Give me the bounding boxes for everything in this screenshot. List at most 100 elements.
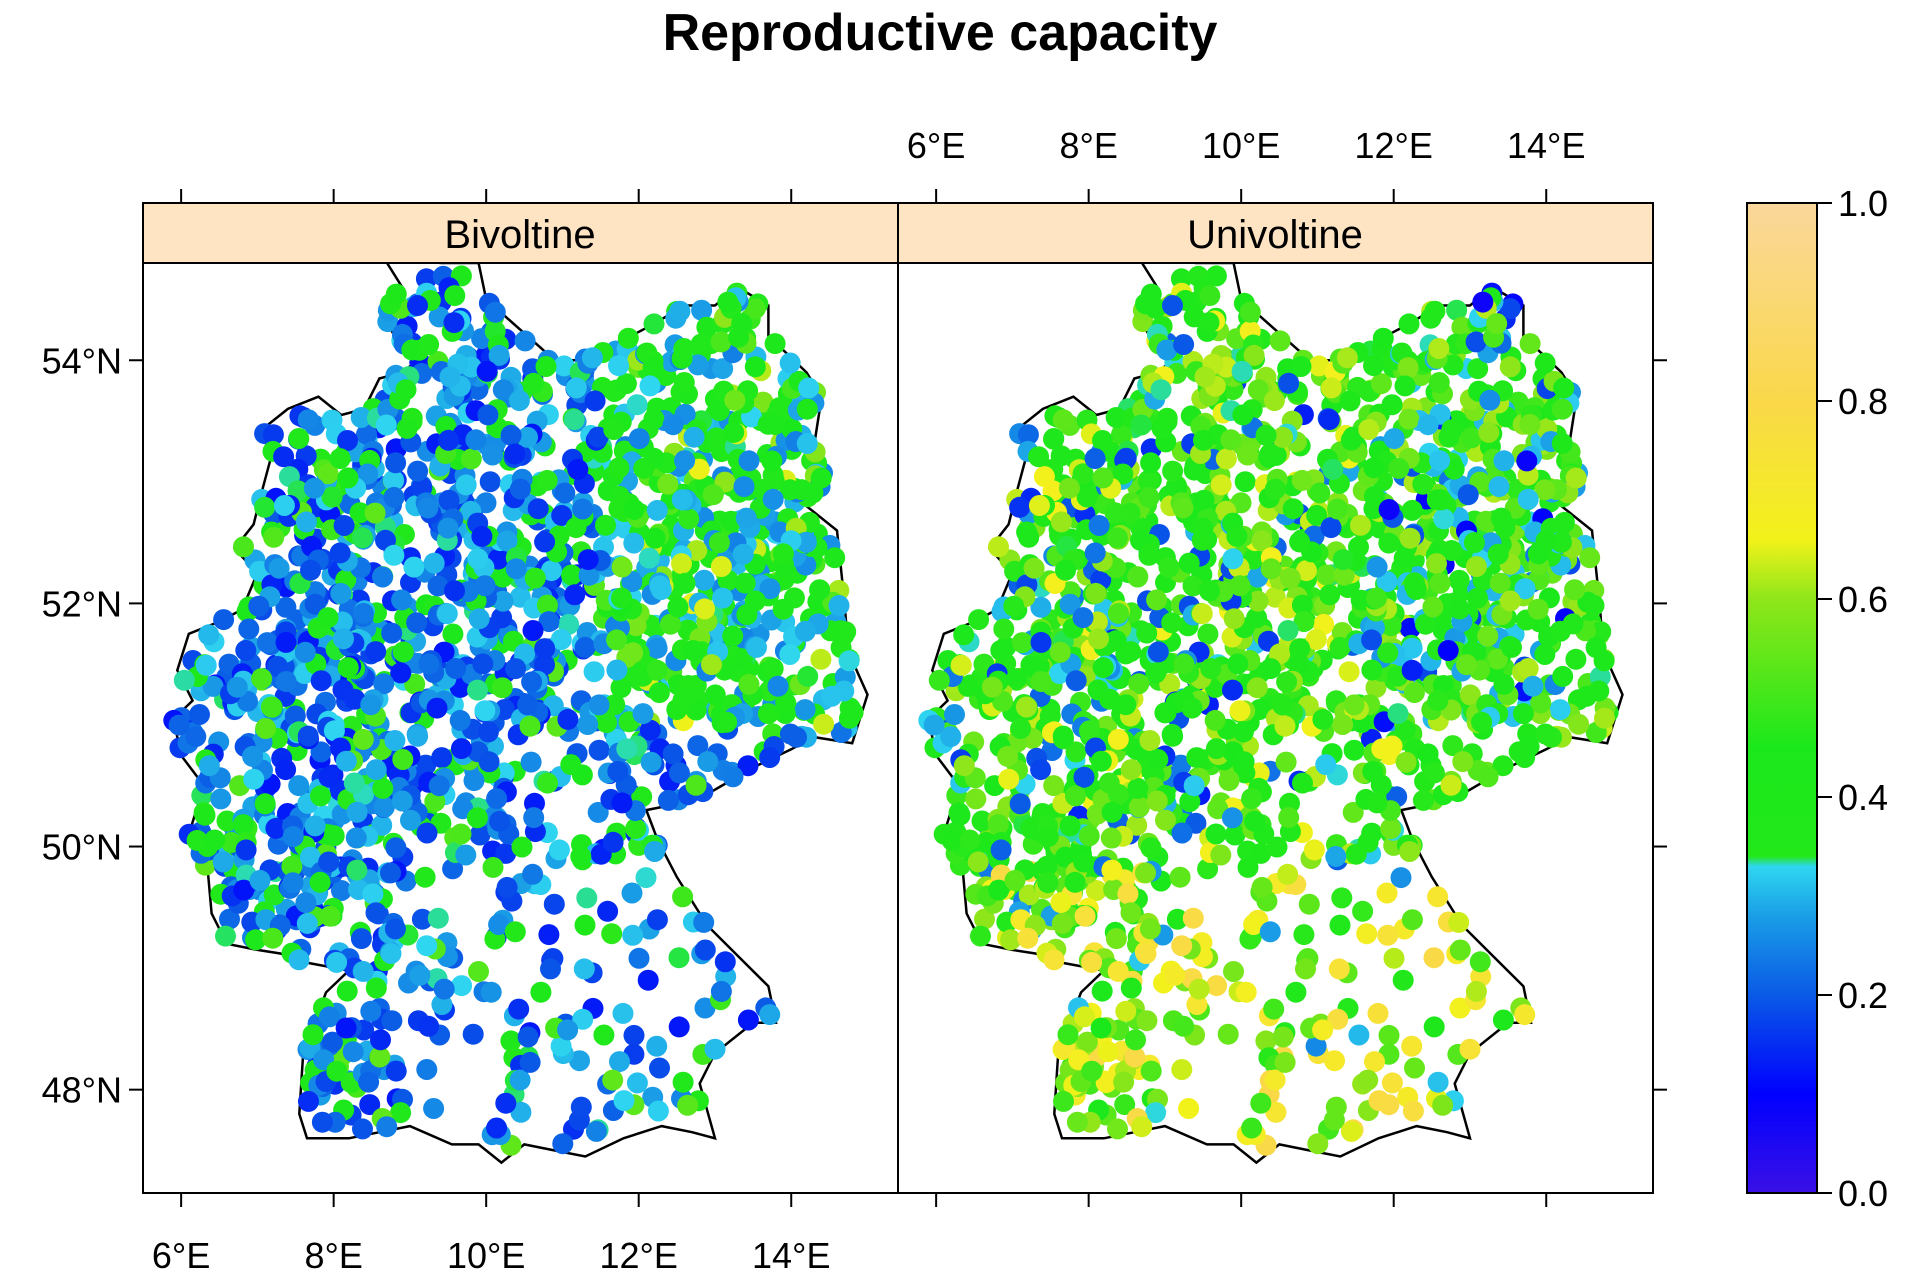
site-point	[288, 775, 310, 797]
site-point	[232, 814, 254, 836]
site-point	[1412, 473, 1434, 495]
site-point	[1183, 775, 1205, 797]
site-point	[1010, 718, 1032, 739]
site-point	[216, 810, 238, 832]
site-point	[993, 618, 1015, 640]
strip-bivoltine	[142, 202, 899, 264]
site-point	[570, 846, 592, 867]
site-point	[1011, 632, 1033, 654]
site-point	[1289, 654, 1310, 676]
site-point	[1078, 825, 1100, 847]
site-point	[1423, 762, 1445, 784]
site-point	[1277, 620, 1299, 641]
site-point	[794, 620, 816, 642]
site-point	[1073, 766, 1095, 788]
site-point	[385, 452, 407, 474]
site-point	[1363, 457, 1385, 479]
site-point	[646, 1035, 668, 1057]
site-point	[365, 641, 387, 663]
site-point	[1514, 1004, 1536, 1026]
site-point	[373, 673, 395, 695]
site-point	[534, 531, 556, 553]
site-point	[495, 1092, 517, 1114]
site-point	[1059, 815, 1081, 837]
site-point	[1223, 961, 1244, 982]
site-point	[1053, 1090, 1074, 1112]
site-point	[1006, 668, 1028, 690]
site-point	[1394, 719, 1416, 741]
site-point	[333, 628, 354, 650]
site-point	[1233, 751, 1255, 773]
site-point	[552, 1133, 574, 1155]
site-point	[465, 429, 487, 451]
site-point	[1138, 469, 1160, 491]
site-point	[716, 711, 738, 733]
site-point	[504, 443, 526, 465]
site-point	[439, 366, 461, 388]
site-point	[1278, 807, 1300, 829]
site-point	[1145, 1102, 1167, 1124]
site-point	[1162, 295, 1183, 316]
site-point	[311, 1111, 333, 1133]
site-point	[423, 1098, 445, 1119]
site-point	[1140, 452, 1162, 474]
site-point	[810, 467, 832, 489]
site-point	[1227, 653, 1249, 675]
site-point	[1534, 644, 1556, 665]
site-point	[1107, 602, 1129, 624]
site-point	[735, 507, 757, 529]
site-point	[693, 911, 715, 933]
site-point	[1338, 661, 1360, 683]
site-point	[1568, 713, 1590, 735]
site-point	[1356, 923, 1378, 945]
site-point	[1427, 1071, 1449, 1093]
site-point	[1125, 1029, 1146, 1051]
site-point	[249, 869, 271, 891]
site-point	[1173, 653, 1195, 675]
site-point	[251, 668, 273, 690]
site-point	[1259, 443, 1281, 465]
site-point	[1140, 283, 1162, 305]
site-point	[256, 632, 278, 654]
site-point	[1342, 801, 1364, 823]
site-point	[538, 611, 560, 633]
site-point	[1037, 826, 1059, 848]
site-point	[639, 719, 661, 741]
site-point	[385, 1060, 407, 1082]
site-point	[998, 768, 1020, 790]
site-point	[779, 644, 801, 665]
site-point	[1119, 502, 1141, 524]
site-point	[1378, 532, 1400, 554]
site-point	[1576, 685, 1598, 707]
colorbar-tick-label: 0.0	[1838, 1173, 1888, 1214]
site-point	[1394, 375, 1416, 397]
site-point	[1162, 725, 1184, 747]
site-point	[1105, 928, 1127, 950]
site-point	[794, 699, 816, 721]
site-point	[1479, 389, 1501, 411]
site-point	[491, 677, 513, 699]
site-point	[1363, 355, 1384, 377]
site-point	[1429, 450, 1451, 472]
site-point	[1140, 837, 1162, 859]
site-point	[623, 1024, 645, 1046]
site-point	[443, 312, 465, 334]
site-point	[1135, 862, 1156, 884]
site-point	[1224, 824, 1246, 846]
site-point	[644, 527, 666, 549]
site-point	[583, 661, 605, 683]
site-point	[1057, 1024, 1079, 1046]
site-point	[1327, 1008, 1349, 1030]
site-point	[646, 909, 668, 931]
site-point	[1058, 477, 1080, 499]
site-point	[616, 738, 638, 760]
site-point	[1120, 977, 1142, 999]
site-point	[437, 517, 459, 539]
site-point	[685, 774, 707, 796]
site-point	[674, 572, 696, 594]
site-point	[1072, 607, 1094, 629]
site-point	[1065, 670, 1087, 692]
site-point	[1486, 313, 1508, 334]
site-point	[1085, 880, 1107, 901]
site-point	[1401, 659, 1423, 681]
